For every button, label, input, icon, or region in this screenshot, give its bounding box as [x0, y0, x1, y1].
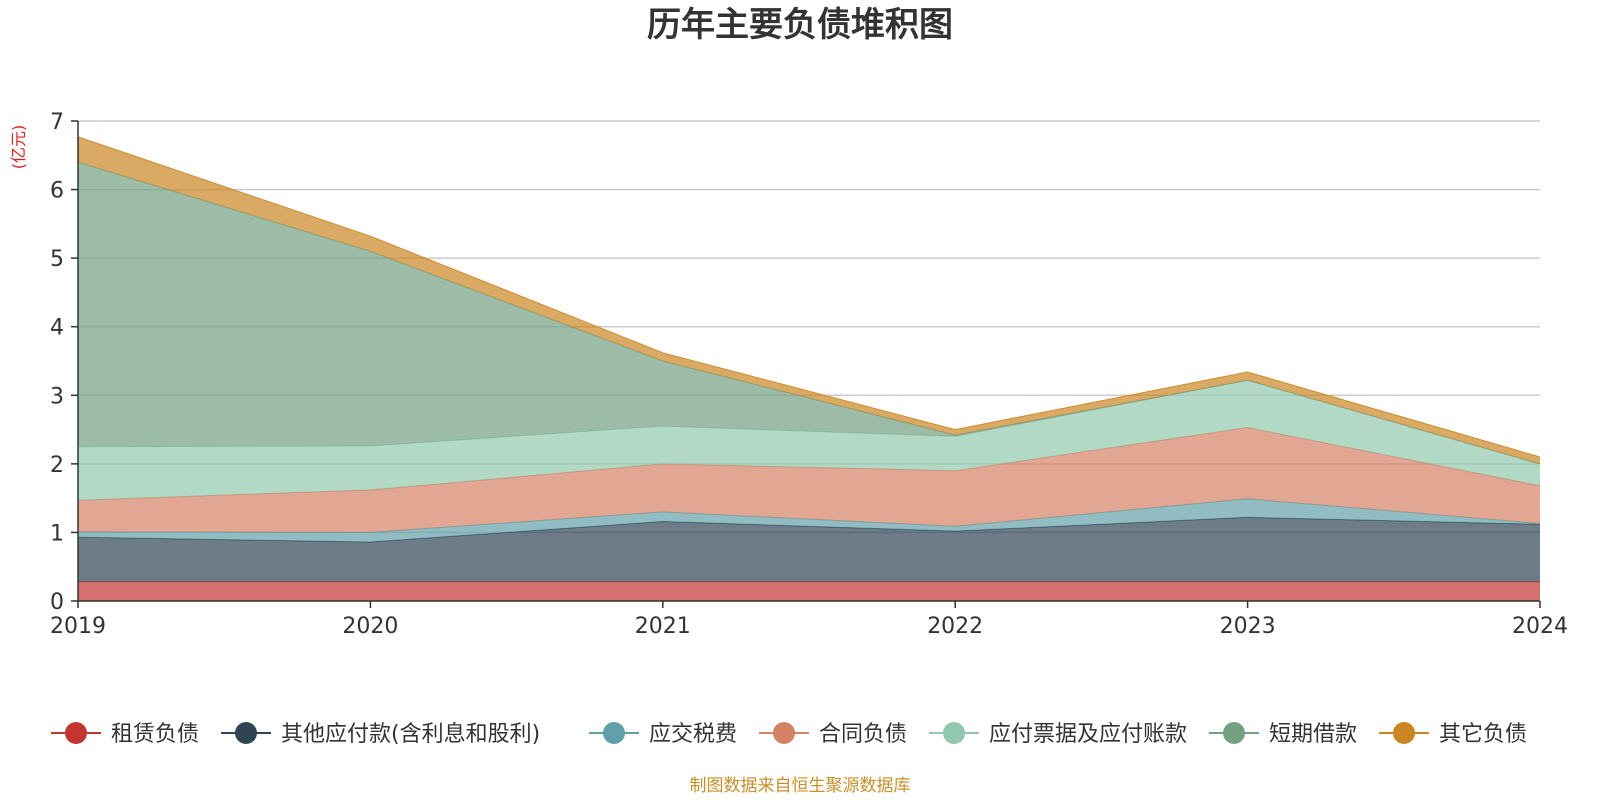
legend-label: 租赁负债 — [111, 722, 199, 747]
axes: 0 1 2 3 4 5 6 7 2019 2020 2021 2022 2023 2024 — [50, 110, 1568, 639]
x-tick-label: 2020 — [342, 614, 398, 639]
x-tick-label: 2022 — [927, 614, 983, 639]
y-tick-label: 4 — [50, 316, 64, 341]
legend-label: 应交税费 — [649, 722, 737, 747]
legend-item-5[interactable]: 应付票据及应付账款 — [929, 722, 1187, 747]
legend-label: 合同负债 — [819, 722, 907, 747]
legend-circle-marker — [773, 722, 795, 744]
y-tick-label: 7 — [50, 110, 64, 135]
legend-item-6[interactable]: 短期借款 — [1209, 722, 1357, 747]
x-tick-label: 2019 — [50, 614, 106, 639]
legend-circle-marker — [603, 722, 625, 744]
legend-label: 应付票据及应付账款 — [989, 722, 1187, 747]
legend-item-4[interactable]: 合同负债 — [759, 722, 907, 747]
y-tick-label: 3 — [50, 384, 64, 409]
x-tick-label: 2024 — [1512, 614, 1568, 639]
legend-circle-marker — [1223, 722, 1245, 744]
legend[interactable]: 租赁负债 其他应付款(含利息和股利) 应交税费 合同负债 应付票据及应付账款 短期借款 其它… — [51, 722, 1527, 747]
area-series-2[interactable] — [78, 517, 1540, 582]
area-series — [77, 136, 1541, 601]
legend-item-3[interactable]: 应交税费 — [589, 722, 737, 747]
area-series-5[interactable] — [78, 380, 1540, 501]
legend-circle-marker — [943, 722, 965, 744]
legend-item-1[interactable]: 租赁负债 — [51, 722, 199, 747]
legend-label: 其他应付款(含利息和股利) — [281, 722, 540, 747]
y-tick-label: 2 — [50, 453, 64, 478]
x-tick-label: 2023 — [1220, 614, 1276, 639]
y-tick-label: 5 — [50, 247, 64, 272]
data-source-note: 制图数据来自恒生聚源数据库 — [690, 776, 911, 796]
legend-item-7[interactable]: 其它负债 — [1379, 722, 1527, 747]
area-series-1[interactable] — [78, 581, 1540, 601]
legend-label: 短期借款 — [1269, 722, 1357, 747]
legend-circle-marker — [1393, 722, 1415, 744]
y-tick-label: 1 — [50, 521, 64, 546]
legend-circle-marker — [235, 722, 257, 744]
area-series-7-line — [77, 136, 1541, 458]
area-series-4[interactable] — [78, 427, 1540, 533]
y-unit-label: (亿元) — [9, 125, 28, 170]
legend-circle-marker — [65, 722, 87, 744]
y-tick-label: 0 — [50, 590, 64, 615]
chart-title: 历年主要负债堆积图 — [647, 5, 953, 45]
legend-item-2[interactable]: 其他应付款(含利息和股利) — [221, 722, 540, 747]
area-series-6[interactable] — [78, 162, 1540, 464]
y-tick-label: 6 — [50, 179, 64, 204]
legend-label: 其它负债 — [1439, 722, 1527, 747]
area-series-3[interactable] — [78, 498, 1540, 542]
x-tick-label: 2021 — [635, 614, 691, 639]
